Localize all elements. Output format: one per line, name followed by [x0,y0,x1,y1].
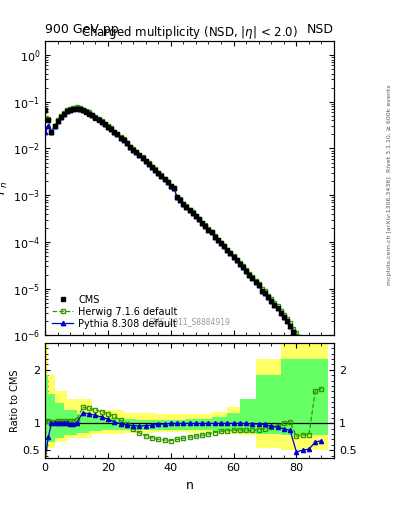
CMS [153,167,158,173]
CMS [43,108,48,114]
Pythia 8.308 default [74,105,79,112]
Text: NSD: NSD [307,23,334,36]
CMS [81,108,85,114]
Y-axis label: Ratio to CMS: Ratio to CMS [10,369,20,432]
Y-axis label: $P_n$: $P_n$ [0,181,10,196]
Herwig 7.1.6 default [153,166,158,172]
Line: CMS: CMS [43,106,324,389]
Line: Herwig 7.1.6 default: Herwig 7.1.6 default [43,105,324,372]
Legend: CMS, Herwig 7.1.6 default, Pythia 8.308 default: CMS, Herwig 7.1.6 default, Pythia 8.308 … [50,293,180,331]
Herwig 7.1.6 default [103,120,107,126]
Pythia 8.308 default [43,130,48,136]
Pythia 8.308 default [103,121,107,127]
Pythia 8.308 default [71,106,76,112]
CMS [319,383,324,390]
Herwig 7.1.6 default [319,367,324,373]
Herwig 7.1.6 default [291,326,296,332]
CMS [74,105,79,112]
Herwig 7.1.6 default [81,106,85,113]
CMS [71,106,76,112]
Herwig 7.1.6 default [187,207,192,213]
Herwig 7.1.6 default [43,106,48,113]
Text: CMS_2011_S8884919: CMS_2011_S8884919 [149,317,231,327]
Line: Pythia 8.308 default: Pythia 8.308 default [43,106,324,395]
Text: Rivet 3.1.10, ≥ 600k events: Rivet 3.1.10, ≥ 600k events [387,84,392,172]
Pythia 8.308 default [187,207,192,213]
X-axis label: n: n [185,479,194,492]
Title: Charged multiplicity (NSD, $|\eta|$ < 2.0): Charged multiplicity (NSD, $|\eta|$ < 2.… [81,24,298,41]
Text: 900 GeV pp: 900 GeV pp [45,23,119,36]
Text: mcplots.cern.ch [arXiv:1306.3436]: mcplots.cern.ch [arXiv:1306.3436] [387,176,392,285]
Herwig 7.1.6 default [74,104,79,111]
Pythia 8.308 default [81,107,85,113]
CMS [103,121,107,127]
Herwig 7.1.6 default [71,105,76,111]
Pythia 8.308 default [153,167,158,173]
Pythia 8.308 default [291,329,296,335]
CMS [187,207,192,213]
Pythia 8.308 default [319,389,324,395]
CMS [291,329,296,335]
